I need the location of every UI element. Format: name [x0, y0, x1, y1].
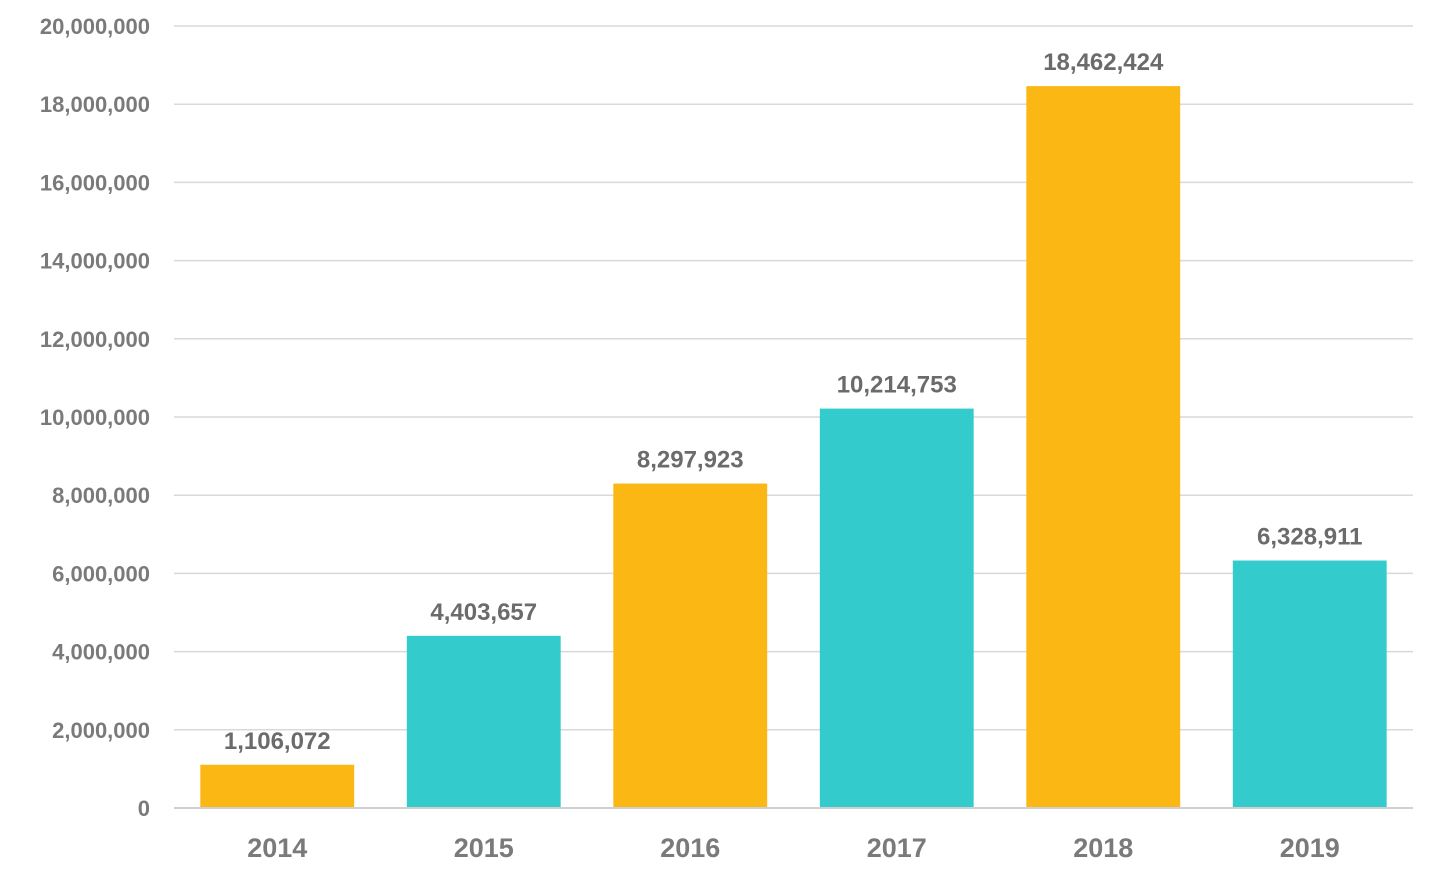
y-tick-label: 12,000,000 — [40, 327, 150, 352]
x-tick-label: 2015 — [454, 833, 514, 863]
data-labels: 1,106,072 4,403,657 8,297,923 10,214,753 18,… — [224, 49, 1363, 755]
bars — [200, 86, 1387, 809]
data-label: 4,403,657 — [430, 599, 537, 626]
x-tick-label: 2019 — [1280, 833, 1340, 863]
y-tick-label: 2,000,000 — [52, 718, 150, 743]
y-tick-label: 16,000,000 — [40, 170, 150, 195]
data-label: 8,297,923 — [637, 447, 744, 474]
bar-2014 — [200, 764, 355, 808]
bar-2016 — [613, 483, 768, 808]
data-label: 6,328,911 — [1257, 524, 1362, 551]
bar-2017 — [819, 408, 974, 808]
y-tick-label: 4,000,000 — [52, 640, 150, 665]
data-label: 18,462,424 — [1043, 49, 1164, 76]
x-tick-label: 2014 — [247, 833, 307, 863]
y-tick-label: 14,000,000 — [40, 249, 150, 274]
x-tick-label: 2016 — [660, 833, 720, 863]
bar-2015 — [406, 635, 561, 808]
y-tick-label: 6,000,000 — [52, 561, 150, 586]
y-axis: 0 2,000,000 4,000,000 6,000,000 8,000,000 10,… — [40, 14, 150, 821]
bar-2019 — [1232, 560, 1387, 808]
y-tick-label: 10,000,000 — [40, 405, 150, 430]
x-tick-label: 2018 — [1073, 833, 1133, 863]
x-tick-label: 2017 — [867, 833, 927, 863]
y-tick-label: 18,000,000 — [40, 92, 150, 117]
y-tick-label: 0 — [138, 796, 150, 821]
data-label: 1,106,072 — [224, 728, 331, 755]
y-tick-label: 20,000,000 — [40, 14, 150, 39]
y-tick-label: 8,000,000 — [52, 483, 150, 508]
bar-2018 — [1026, 86, 1181, 809]
x-axis: 2014 2015 2016 2017 2018 2019 — [174, 807, 1413, 863]
data-label: 10,214,753 — [837, 372, 957, 399]
gridlines — [174, 25, 1413, 731]
